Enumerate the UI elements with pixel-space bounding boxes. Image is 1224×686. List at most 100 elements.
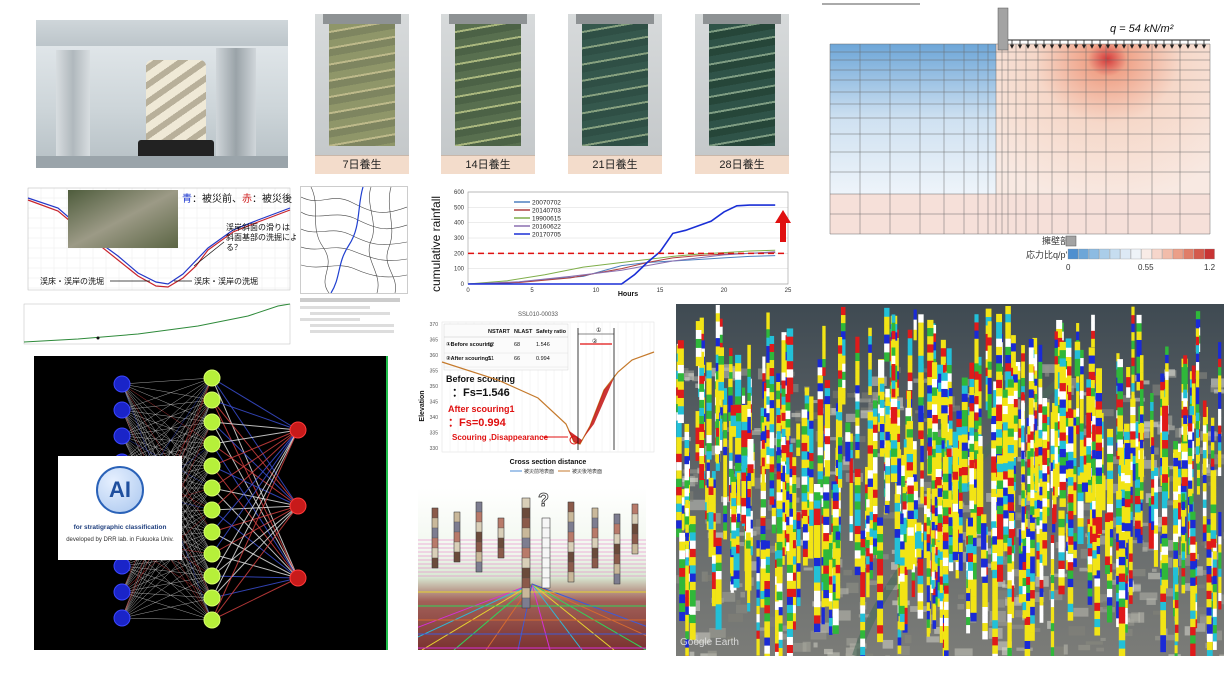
curing-photo-14d: 14日養生 (441, 14, 535, 174)
city-borehole-map: Google Earth (676, 304, 1224, 656)
output-node (289, 497, 307, 515)
safety-table (443, 323, 569, 371)
ai-logo-text: AI (109, 477, 131, 502)
unknown-borehole-marker: ? (538, 490, 549, 510)
rain-legend-label: 20160622 (532, 224, 561, 231)
table-header: NLAST (514, 329, 533, 335)
note-line-1: 渓岸斜面の滑りは (226, 222, 290, 232)
ai-logo-card: AI for stratigraphic classification deve… (58, 456, 182, 560)
rain-series-line (467, 251, 776, 285)
rain-legend-label: 20140703 (532, 208, 561, 215)
ai-logo-line2: developed by DRR lab. in Fukuoka Univ. (66, 537, 174, 543)
fem-stress-figure: q = 54 kN/m² 擁壁部 応力比q/p' 0 0.55 1.2 (822, 3, 1216, 272)
hidden-node (203, 391, 221, 409)
rain-ytick: 100 (454, 267, 465, 273)
borehole-column (475, 501, 483, 573)
output-node (289, 569, 307, 587)
section-ytick: 360 (430, 353, 439, 359)
rain-series-line (468, 204, 776, 285)
after-label: After scouring1 (448, 404, 515, 414)
scale-swatch (1109, 248, 1121, 260)
rain-legend-label: 20070702 (532, 200, 561, 207)
terrain-profile-figure: 青：被災前、赤：被災後 渓岸斜面の滑りは 斜面基部の洗掘によ る？ 渓床・渓岸の… (27, 187, 296, 291)
scale-swatch (1130, 248, 1142, 260)
hidden-node (203, 589, 221, 607)
scale-swatch (1120, 248, 1131, 260)
legend-after-ground: 被災後地表面 (572, 468, 602, 475)
section-ytick: 365 (430, 338, 439, 344)
legend-stress-label: 応力比q/p' (1026, 249, 1068, 260)
marker-2: ② (592, 338, 598, 345)
curing-photo-21d: 21日養生 (568, 14, 662, 174)
section-title: SSL010-00033 (518, 312, 559, 318)
ai-logo-line1: for stratigraphic classification (73, 524, 167, 531)
rain-xtick: 20 (721, 288, 728, 294)
scale-min: 0 (1066, 263, 1071, 272)
lab-specimen-photo (36, 20, 288, 168)
curing-label: 7日養生 (315, 155, 409, 174)
rain-ytick: 300 (454, 236, 465, 242)
table-cell: 1.546 (536, 342, 550, 348)
hidden-node (203, 611, 221, 629)
scale-swatch (1162, 248, 1173, 260)
borehole-column (567, 501, 575, 583)
scale-max: 1.2 (1204, 263, 1216, 272)
borehole-column (541, 517, 551, 589)
rain-ytick: 500 (454, 205, 465, 211)
marker-1: ① (596, 327, 601, 334)
hidden-node (203, 501, 221, 519)
map-watermark: Google Earth (680, 637, 739, 648)
scour-label: Scouring ,Disappearance (452, 433, 549, 442)
scale-swatch (1151, 248, 1163, 260)
legend-after-prefix: 赤 (242, 193, 252, 205)
table-cell: ①Before scouring (446, 342, 493, 348)
before-fs: ：Fs=1.546 (452, 387, 510, 399)
table-cell: 68 (514, 342, 520, 348)
curing-photo-28d: 28日養生 (695, 14, 789, 174)
curing-label: 14日養生 (441, 155, 535, 174)
terrain-profile-panel: 青：被災前、赤：被災後 渓岸斜面の滑りは 斜面基部の洗掘によ る？ 渓床・渓岸の… (18, 178, 296, 296)
section-ytick: 345 (430, 400, 439, 406)
contour-map (301, 187, 407, 293)
section-ytick: 340 (430, 415, 439, 421)
borehole-column (521, 497, 531, 609)
legend-wall-label: 擁壁部 (1042, 235, 1069, 246)
borehole-column (613, 513, 621, 585)
borehole-column (497, 517, 505, 559)
neural-network-panel: AI for stratigraphic classification deve… (34, 356, 388, 650)
borehole-column (453, 511, 461, 563)
hidden-node (203, 567, 221, 585)
scale-swatch (1193, 248, 1205, 260)
section-ytick: 335 (430, 431, 439, 437)
scale-swatch (1099, 248, 1110, 260)
contour-map-panel (300, 186, 408, 294)
input-node (113, 427, 131, 445)
hidden-node (203, 545, 221, 563)
rain-series-line (467, 249, 776, 285)
ai-logo-circle: AI (96, 466, 144, 514)
scale-swatch (1141, 248, 1152, 260)
profile-info-panel (300, 296, 410, 340)
section-ytick: 330 (430, 446, 439, 452)
curing-label: 21日養生 (568, 155, 662, 174)
emphasis-arrow (775, 210, 791, 242)
right-callout: 渓床・渓岸の洗堀 (194, 276, 258, 286)
fem-stress-panel: q = 54 kN/m² 擁壁部 応力比q/p' 0 0.55 1.2 (820, 0, 1224, 274)
left-callout: 渓床・渓岸の洗堀 (40, 276, 104, 286)
rain-legend-label: 20170705 (532, 232, 561, 239)
rain-legend-label: 19900615 (532, 216, 561, 223)
section-ytick: 355 (430, 369, 439, 375)
input-node (113, 401, 131, 419)
legend-wall-swatch (1065, 235, 1077, 247)
scale-swatch (1183, 248, 1194, 260)
rain-ytick: 200 (454, 251, 465, 257)
rain-xtick: 10 (593, 288, 600, 294)
scale-swatch (1204, 248, 1215, 260)
rainfall-chart-panel: 0 100 200 300 400 500 600 0 5 10 15 20 25 20070702 20… (418, 186, 808, 298)
input-node (113, 583, 131, 601)
legend-before-prefix: 青 (182, 192, 192, 205)
scale-swatch (1067, 248, 1079, 260)
curing-photo-7d: 7日養生 (315, 14, 409, 174)
input-node (113, 375, 131, 393)
input-node (113, 557, 131, 575)
